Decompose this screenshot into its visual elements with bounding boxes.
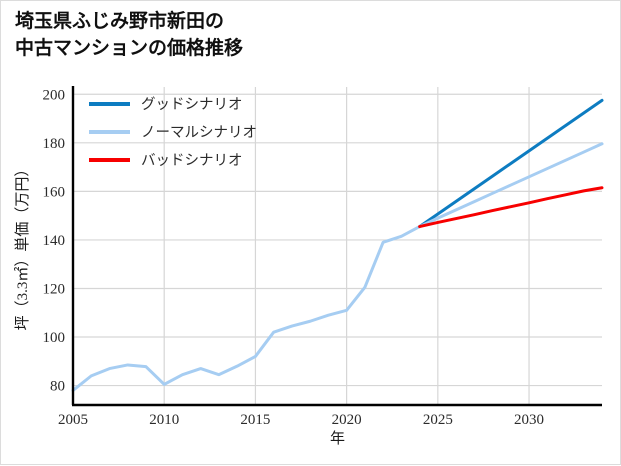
x-tick-label: 2015: [240, 412, 270, 428]
data-series-layer: [71, 98, 604, 392]
series-line-0: [418, 98, 604, 229]
legend-label-0: グッドシナリオ: [141, 96, 243, 113]
x-tick-label: 2025: [423, 412, 453, 428]
y-tick-label: 120: [43, 281, 66, 297]
chart-title-line-1: 埼玉県ふじみ野市新田の: [15, 11, 225, 32]
x-tick-label: 2005: [58, 412, 88, 428]
legend-label-1: ノーマルシナリオ: [141, 125, 257, 141]
y-tick-label: 180: [43, 136, 66, 152]
axis-lines: [71, 86, 602, 407]
x-tick-label: 2030: [514, 412, 544, 428]
legend-label-2: バッドシナリオ: [141, 153, 243, 169]
axis-titles: 年 坪（3.3㎡）単価（万円）: [14, 162, 345, 447]
y-tick-label: 80: [50, 379, 65, 395]
tick-labels: 80 100 120 140 160 180 200 2005 2010 2015 2020 2025…: [43, 87, 545, 428]
chart-title: 埼玉県ふじみ野市新田の 中古マンションの価格推移: [15, 9, 243, 63]
y-axis-title: 坪（3.3㎡）単価（万円）: [14, 162, 31, 331]
x-axis-title: 年: [330, 430, 345, 447]
y-tick-label: 100: [43, 330, 66, 346]
y-tick-label: 140: [43, 233, 66, 249]
series-line-1: [71, 142, 604, 392]
y-tick-label: 200: [43, 87, 66, 103]
chart-title-line-2: 中古マンションの価格推移: [15, 37, 244, 59]
x-tick-label: 2010: [149, 412, 179, 428]
series-line-2: [418, 186, 604, 229]
x-tick-label: 2020: [332, 412, 362, 428]
y-tick-label: 160: [43, 184, 66, 200]
